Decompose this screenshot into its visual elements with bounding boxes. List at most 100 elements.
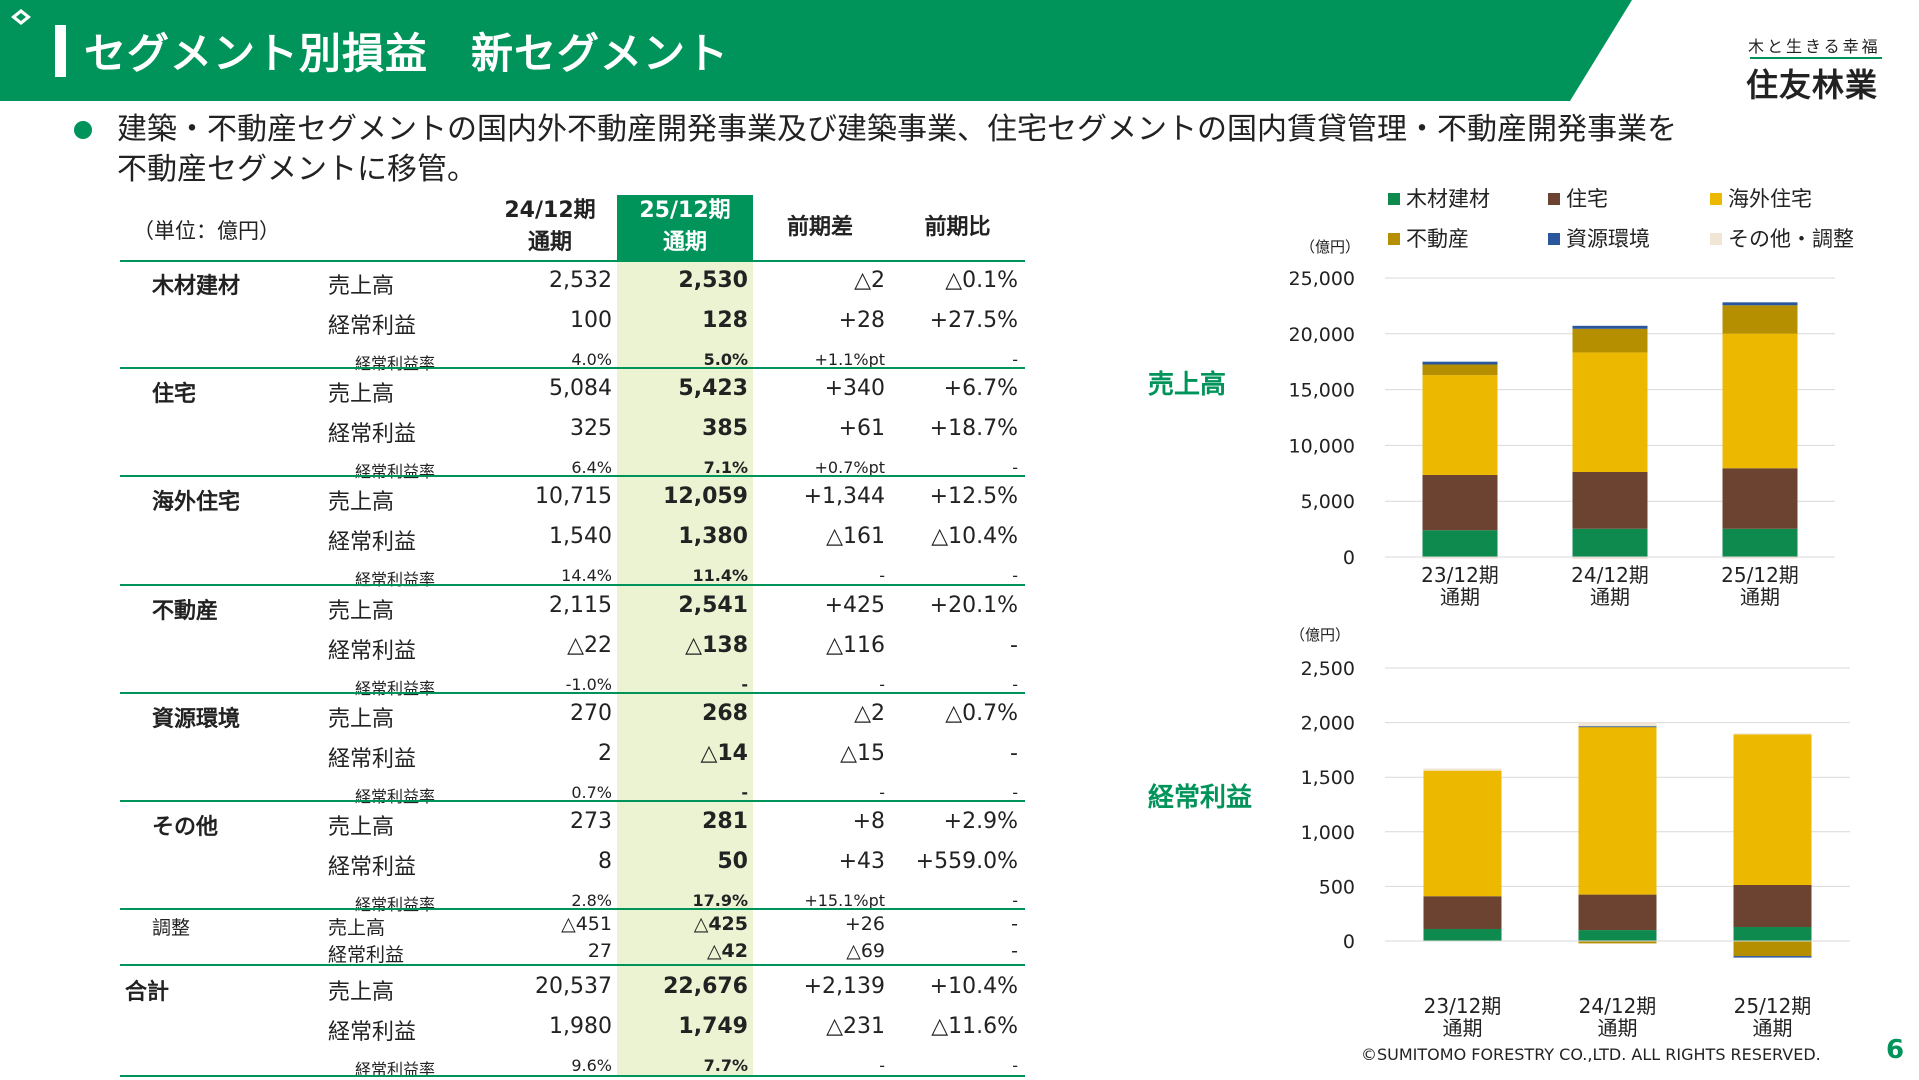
ratio-value: - (1012, 783, 1018, 802)
curr-value: 22,676 (663, 974, 748, 999)
prev-value: 9.6% (571, 1056, 612, 1075)
header-current-period: 25/12期 通期 (617, 195, 753, 260)
bar-segment (1423, 896, 1502, 929)
bar-segment (1578, 726, 1657, 895)
row-label: 売上高 (328, 382, 395, 407)
prev-value: 2,115 (549, 593, 612, 618)
prev-value: 6.4% (571, 458, 612, 477)
legend-item: 不動産 (1388, 223, 1469, 253)
table-divider (120, 367, 1025, 369)
bullet-line-1: 建築・不動産セグメントの国内外不動産開発事業及び建築事業、住宅セグメントの国内賃… (117, 112, 1677, 147)
x-tick-label: 通期 (1590, 585, 1630, 609)
ratio-value: +20.1% (929, 593, 1018, 618)
bar-segment (1722, 528, 1798, 557)
curr-value: △42 (706, 940, 748, 962)
curr-value: 11.4% (692, 566, 748, 585)
curr-value: △14 (700, 741, 748, 766)
ratio-value: - (1012, 566, 1018, 585)
segment-name: 住宅 (152, 382, 197, 407)
row-label: 経常利益 (328, 422, 417, 447)
diff-value: △2 (854, 268, 885, 293)
ratio-value: △0.1% (945, 268, 1018, 293)
company-logo-text: 住友林業 (1746, 66, 1879, 104)
x-tick-label: 通期 (1440, 585, 1480, 609)
segment-name: 合計 (125, 980, 170, 1005)
chart-label-sales: 売上高 (1148, 370, 1227, 400)
legend-label: その他・調整 (1728, 227, 1854, 251)
row-label: 経常利益 (328, 944, 405, 966)
segment-name: 海外住宅 (152, 490, 241, 515)
legend-item: その他・調整 (1710, 223, 1854, 253)
row-label: 売上高 (328, 599, 395, 624)
row-label: 経常利益率 (355, 679, 436, 698)
table-divider (120, 908, 1025, 910)
ratio-value: +2.9% (943, 809, 1018, 834)
header-background (0, 0, 1632, 101)
bar-segment (1572, 352, 1648, 473)
bar-segment (1733, 884, 1812, 928)
company-logo-icon (1, 1, 41, 33)
row-label: 売上高 (328, 490, 395, 515)
bar-segment (1578, 930, 1657, 941)
bar-segment (1572, 557, 1648, 559)
legend-item: 資源環境 (1548, 223, 1650, 253)
header-current-line2: 通期 (662, 230, 707, 255)
title-accent-bar (55, 25, 66, 77)
prev-value: 5,084 (549, 376, 612, 401)
header-bar: セグメント別損益 新セグメント 木と生きる幸福 住友林業 (0, 0, 1919, 104)
curr-value: - (741, 675, 748, 694)
ratio-value: - (1012, 891, 1018, 910)
bullet-note: 建築・不動産セグメントの国内外不動産開発事業及び建築事業、住宅セグメントの国内賃… (117, 110, 1817, 190)
prev-value: 2.8% (571, 891, 612, 910)
row-label: 経常利益 (328, 314, 417, 339)
current-period-highlight (617, 195, 753, 1076)
y-tick-label: 2,000 (1301, 713, 1355, 735)
diff-value: △116 (826, 633, 885, 658)
ratio-value: △10.4% (931, 524, 1018, 549)
segment-name: 不動産 (152, 599, 219, 624)
diff-value: +28 (838, 308, 885, 333)
prev-value: 4.0% (571, 350, 612, 369)
y-tick-label: 0 (1343, 547, 1355, 569)
prev-value: 2,532 (549, 268, 612, 293)
sales-chart: （億円） 0 5,000 10,000 15,000 20,000 25,000 23/12期… (1290, 238, 1835, 609)
y-tick-label: 10,000 (1290, 435, 1355, 457)
header-ratio: 前期比 (924, 215, 991, 240)
header-prev-period: 24/12期 通期 (490, 195, 610, 259)
prev-value: 8 (598, 849, 612, 874)
ratio-value: - (1011, 913, 1018, 935)
row-label: 経常利益 (328, 639, 417, 664)
bar-segment (1722, 305, 1798, 334)
y-tick-label: 5,000 (1301, 491, 1355, 513)
row-label: 経常利益率 (355, 570, 436, 589)
header-prev-line2: 通期 (527, 230, 572, 255)
header-prev-line1: 24/12期 (504, 198, 596, 223)
bar-segment (1572, 328, 1648, 353)
diff-value: △15 (840, 741, 885, 766)
y-tick-label: 20,000 (1290, 324, 1355, 346)
table-divider (120, 964, 1025, 966)
bullet-icon (74, 121, 92, 139)
curr-value: 128 (702, 308, 748, 333)
bar-segment (1422, 557, 1498, 559)
row-label: 経常利益率 (355, 895, 436, 914)
ratio-value: - (1012, 1056, 1018, 1075)
y-tick-label: 15,000 (1290, 380, 1355, 402)
row-label: 売上高 (328, 274, 395, 299)
y-tick-label: 1,500 (1301, 767, 1355, 789)
legend-label: 資源環境 (1566, 227, 1650, 251)
prev-value: △22 (567, 633, 612, 658)
ratio-value: +10.4% (929, 974, 1018, 999)
curr-value: 17.9% (692, 891, 748, 910)
curr-value: 385 (702, 416, 748, 441)
bar-segment (1733, 734, 1812, 885)
bar-segment (1578, 726, 1657, 728)
bar-segment (1422, 364, 1498, 376)
page-title: セグメント別損益 新セグメント (84, 29, 730, 78)
diff-value: - (879, 1056, 885, 1075)
bar-segment (1572, 472, 1648, 529)
table-unit: （単位：億円） (133, 219, 280, 243)
y-tick-label: 25,000 (1290, 268, 1355, 290)
curr-value: △138 (685, 633, 748, 658)
curr-value: 1,380 (678, 524, 748, 549)
